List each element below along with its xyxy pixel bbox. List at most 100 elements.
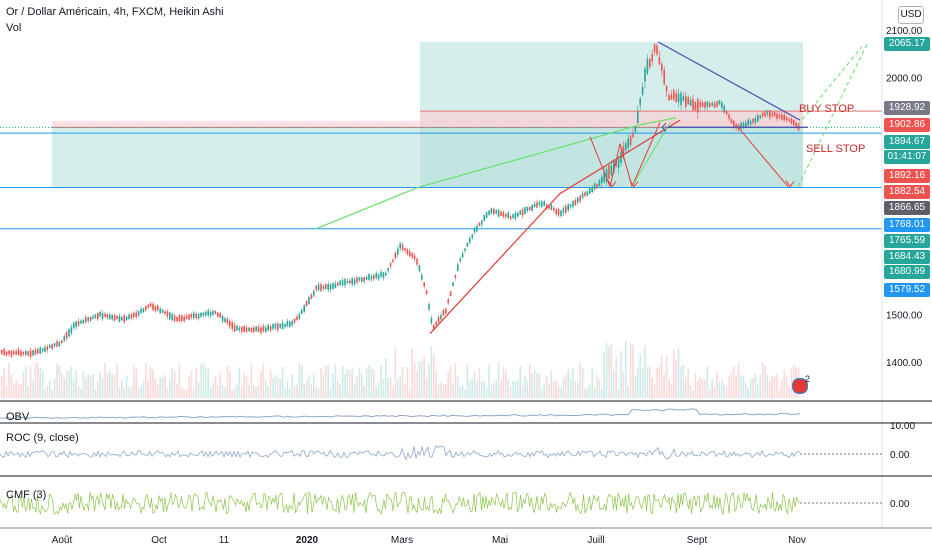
candle-body xyxy=(389,263,392,267)
volume-bar xyxy=(171,367,173,398)
candle-body xyxy=(284,323,286,327)
volume-bar xyxy=(392,387,394,398)
volume-bar xyxy=(358,367,361,398)
volume-bar xyxy=(389,377,392,398)
volume-bar xyxy=(75,369,77,398)
price-label: 1882.54 xyxy=(884,185,930,199)
candle-body xyxy=(281,322,284,330)
volume-bar xyxy=(111,374,113,398)
volume-bar xyxy=(279,378,281,398)
candle-body xyxy=(188,314,190,320)
volume-bar xyxy=(430,346,433,398)
volume-bar xyxy=(44,388,46,398)
volume-bar xyxy=(577,382,579,398)
volume-bar xyxy=(663,374,665,398)
volume-bar xyxy=(737,362,740,398)
volume-bar xyxy=(461,385,464,398)
price-label: 1892.16 xyxy=(884,169,930,183)
candle-body xyxy=(68,329,70,337)
volume-bar xyxy=(399,375,401,398)
volume-bar xyxy=(457,376,459,398)
candle-body xyxy=(533,203,536,208)
candle-body xyxy=(193,312,195,318)
candle-body xyxy=(346,281,349,284)
candle-body xyxy=(49,345,51,348)
candle-body xyxy=(457,264,459,272)
volume-bar xyxy=(725,386,728,398)
blue-trendline xyxy=(657,41,801,121)
volume-bar xyxy=(555,379,557,398)
candle-body xyxy=(406,249,409,255)
volume-bar xyxy=(406,366,409,398)
sell-stop-label: SELL STOP xyxy=(806,143,866,155)
volume-bar xyxy=(53,378,56,398)
cmf-pane-title: CMF (3) xyxy=(6,489,47,501)
volume-bar xyxy=(149,367,152,398)
candle-body xyxy=(790,118,793,124)
volume-bar xyxy=(733,365,735,398)
currency-button[interactable]: USD xyxy=(898,6,924,24)
candle-body xyxy=(373,274,375,279)
volume-bar xyxy=(788,386,790,398)
red-trendline xyxy=(429,119,681,334)
volume-bar xyxy=(145,363,147,398)
volume-bar xyxy=(159,377,161,398)
candle-body xyxy=(675,93,677,102)
candle-body xyxy=(670,94,673,100)
candle-body xyxy=(147,304,149,308)
candle-body xyxy=(15,351,17,355)
candle-body xyxy=(709,103,711,107)
candle-body xyxy=(577,197,579,203)
candle-body xyxy=(29,350,32,357)
candle-body xyxy=(668,95,670,101)
candle-body xyxy=(788,119,790,122)
candle-body xyxy=(185,315,188,320)
candle-body xyxy=(454,274,457,278)
volume-bar xyxy=(152,369,154,398)
candle-body xyxy=(349,280,351,284)
candle-body xyxy=(377,274,380,279)
candle-body xyxy=(488,210,490,215)
volume-bar xyxy=(109,370,111,398)
volume-bar xyxy=(344,373,346,398)
volume-bar xyxy=(32,379,34,398)
candle-body xyxy=(548,204,550,209)
alert-badge[interactable]: 2 xyxy=(792,374,812,394)
volume-bar xyxy=(274,374,277,398)
candle-body xyxy=(557,208,560,216)
candle-body xyxy=(87,317,89,321)
candle-body xyxy=(325,283,327,289)
candle-body xyxy=(118,315,121,322)
candle-body xyxy=(51,344,53,350)
volume-bar xyxy=(375,386,377,398)
candle-body xyxy=(236,326,238,331)
candle-body xyxy=(711,102,713,106)
x-tick-label: Oct xyxy=(151,535,167,546)
volume-bar xyxy=(661,355,663,398)
candle-body xyxy=(550,204,553,211)
candle-body xyxy=(353,279,356,285)
volume-bar xyxy=(728,376,730,398)
candle-body xyxy=(241,326,243,332)
candle-body xyxy=(555,209,557,215)
volume-bar xyxy=(303,383,305,398)
volume-bar xyxy=(464,389,466,398)
volume-bar xyxy=(543,384,545,398)
volume-bar xyxy=(245,375,248,398)
volume-bar xyxy=(255,386,257,398)
candle-body xyxy=(541,201,543,207)
arrow-head-1 xyxy=(629,180,639,188)
candle-body xyxy=(565,206,567,213)
candle-body xyxy=(485,212,488,218)
candle-body xyxy=(334,283,337,288)
volume-bar xyxy=(349,370,351,398)
volume-bar xyxy=(190,370,193,398)
price-label: 1928.92 xyxy=(884,101,930,115)
volume-bar xyxy=(308,374,310,398)
badge-count: 2 xyxy=(805,374,811,384)
volume-bar xyxy=(382,379,385,398)
candle-body xyxy=(63,336,65,341)
volume-bar xyxy=(699,376,701,398)
volume-bar xyxy=(178,363,181,398)
